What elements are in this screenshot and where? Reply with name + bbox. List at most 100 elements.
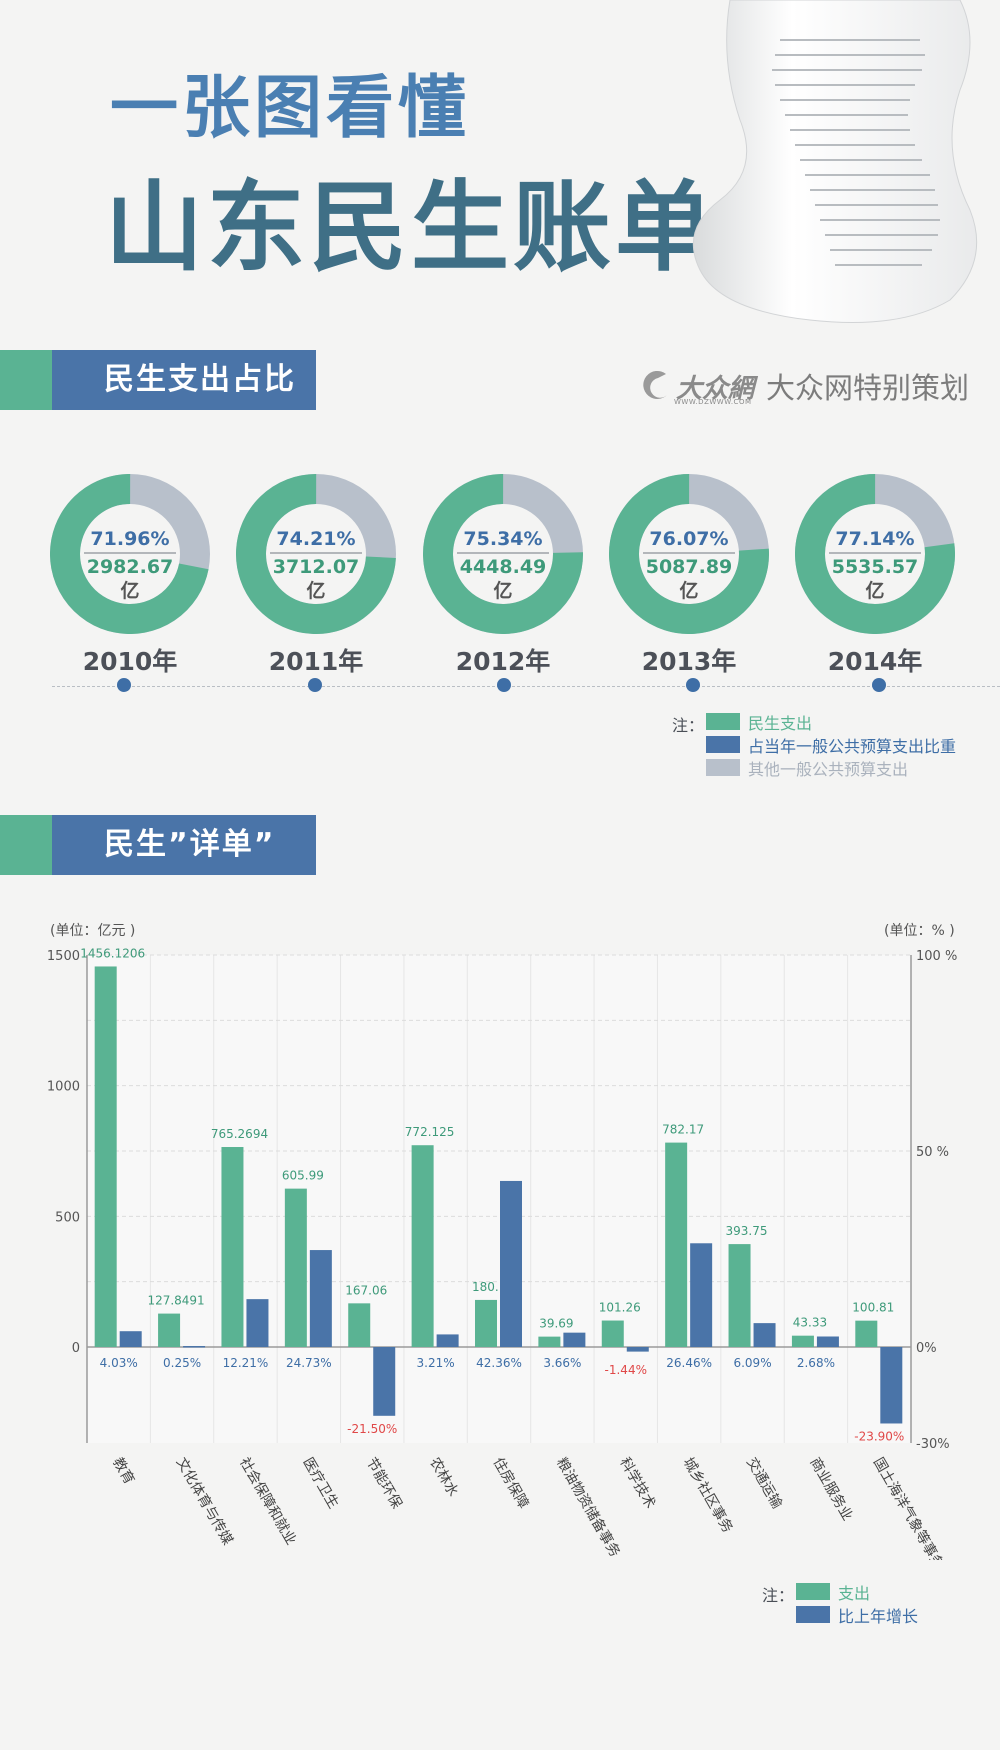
legend-label: 占当年一般公共预算支出比重 (748, 736, 957, 756)
legend-item: 其他一般公共预算支出 (706, 756, 956, 779)
bar-spending (475, 1299, 497, 1347)
y-right-tick-label: 50 % (916, 1145, 949, 1160)
bar-spending-label: 101.26 (599, 1301, 641, 1315)
y-right-tick-label: 0% (916, 1341, 937, 1356)
bar-growth-label: 4.03% (100, 1356, 138, 1370)
bar-growth-label: 0.25% (163, 1356, 201, 1370)
section-accent (0, 815, 52, 875)
timeline-dot (308, 678, 322, 692)
paper-scroll-illustration (692, 0, 978, 323)
bar-spending-label: 167.06 (345, 1283, 387, 1297)
bar-growth (626, 1347, 649, 1352)
bar-growth (246, 1299, 269, 1347)
donut-ring (609, 474, 769, 634)
bar-growth-label: -23.90% (854, 1429, 904, 1443)
bar-growth (816, 1336, 839, 1347)
bar-spending (855, 1320, 878, 1347)
bar-growth (880, 1347, 903, 1424)
bar-growth-label: 24.73% (286, 1356, 332, 1370)
legend-label: 民生支出 (748, 713, 813, 733)
donut-share-label: 71.96% (90, 528, 170, 550)
bar-spending-label: 1456.1206 (80, 946, 145, 960)
donut-ring (236, 474, 396, 634)
timeline-dot (872, 678, 886, 692)
donut-share-label: 77.14% (835, 528, 915, 550)
bar-growth-label: 26.46% (666, 1356, 712, 1370)
donut-amount-label: 4448.49 (459, 556, 547, 578)
donut-amount-label: 2982.67 (86, 556, 174, 578)
donut-amount-label: 3712.07 (272, 556, 360, 578)
brand: 大众網 WWW.DZWWW.COM 大众网特别策划 (636, 364, 969, 408)
donut-year-label: 2014年 (827, 647, 923, 676)
bar-spending-label: 605.99 (282, 1169, 324, 1183)
section-title: 民生”详单” (52, 815, 316, 875)
donut-unit-label: 亿 (306, 580, 326, 602)
brand-logo-url: WWW.DZWWW.COM (674, 398, 752, 406)
legend-label: 比上年增长 (838, 1606, 919, 1626)
bar-growth (119, 1331, 142, 1347)
legend-swatch (706, 736, 740, 753)
donut-unit-label: 亿 (865, 580, 885, 602)
category-label: 科学技术 (616, 1455, 658, 1511)
category-label: 教育 (109, 1455, 137, 1487)
timeline-dot (497, 678, 511, 692)
bar-spending (284, 1188, 307, 1347)
donut-livelihood-segment (609, 474, 769, 634)
category-label: 交通运输 (743, 1455, 786, 1512)
section-accent (0, 350, 52, 410)
bar-spending-label: 127.8491 (147, 1294, 204, 1308)
bar-spending-label: 772.125 (405, 1125, 455, 1139)
bar-growth-label: 42.36% (476, 1356, 522, 1370)
bar-growth (500, 1180, 522, 1347)
bar-spending (411, 1145, 434, 1347)
left-unit-label: (单位：亿元 ) (50, 923, 136, 939)
category-label: 农林水 (426, 1455, 461, 1499)
right-unit-label: (单位：% ) (884, 923, 955, 939)
timeline-dot (686, 678, 700, 692)
bar-spending (94, 966, 117, 1347)
bar-spending-label: 43.33 (793, 1316, 827, 1330)
bar-growth (183, 1346, 206, 1348)
bar-growth-label: -21.50% (347, 1422, 397, 1436)
category-label: 文化体育与传媒 (173, 1455, 236, 1548)
bar-growth (563, 1332, 586, 1347)
section-title: 民生支出占比 (52, 350, 316, 410)
category-label: 社会保障和就业 (236, 1455, 299, 1548)
donut-livelihood-segment (236, 474, 396, 634)
bar-growth (373, 1347, 396, 1416)
legend-item: 占当年一般公共预算支出比重 (706, 733, 956, 756)
brand-logo-icon (643, 370, 668, 399)
donut-unit-label: 亿 (493, 580, 513, 602)
legend-note: 注： (762, 1586, 795, 1605)
bar-spending (538, 1336, 561, 1347)
legend-item: 民生支出 (706, 710, 956, 733)
donut-ring (423, 474, 583, 634)
legend-share: 注： 民生支出 占当年一般公共预算支出比重 其他一般公共预算支出 (672, 710, 956, 779)
bar-spending (728, 1244, 751, 1347)
timeline-line (52, 686, 1000, 687)
category-label: 商业服务业 (806, 1455, 855, 1524)
category-label: 医疗卫生 (299, 1455, 341, 1511)
bar-spending (665, 1142, 688, 1347)
legend-item: 支出 (796, 1580, 918, 1603)
donut-2010: 71.96% 2982.67 亿 2010年 (50, 474, 210, 676)
bar-growth-label: -1.44% (605, 1363, 647, 1377)
legend-swatch (706, 759, 740, 776)
bar-growth (753, 1323, 776, 1347)
donut-year-label: 2013年 (641, 647, 737, 676)
donut-ring (795, 474, 955, 634)
legend-swatch (796, 1583, 830, 1600)
detail-bar-chart: 1500 1000 500 0 100 % 50 % 0% -30% 1456.1206 4.03… (47, 946, 957, 1561)
donut-ring (50, 474, 210, 634)
donut-amount-label: 5087.89 (645, 556, 733, 578)
y-left-tick-label: 1500 (47, 949, 80, 964)
legend-swatch (796, 1606, 830, 1623)
bar-growth (436, 1334, 459, 1347)
donut-year-label: 2010年 (82, 647, 178, 676)
category-label: 国土海洋气象等事务 (870, 1455, 948, 1561)
donut-year-label: 2011年 (268, 647, 364, 676)
category-label: 城乡社区事务 (680, 1455, 736, 1536)
bar-growth (309, 1250, 332, 1347)
y-left-tick-label: 500 (55, 1210, 80, 1225)
bar-growth-label: 2.68% (797, 1356, 835, 1370)
